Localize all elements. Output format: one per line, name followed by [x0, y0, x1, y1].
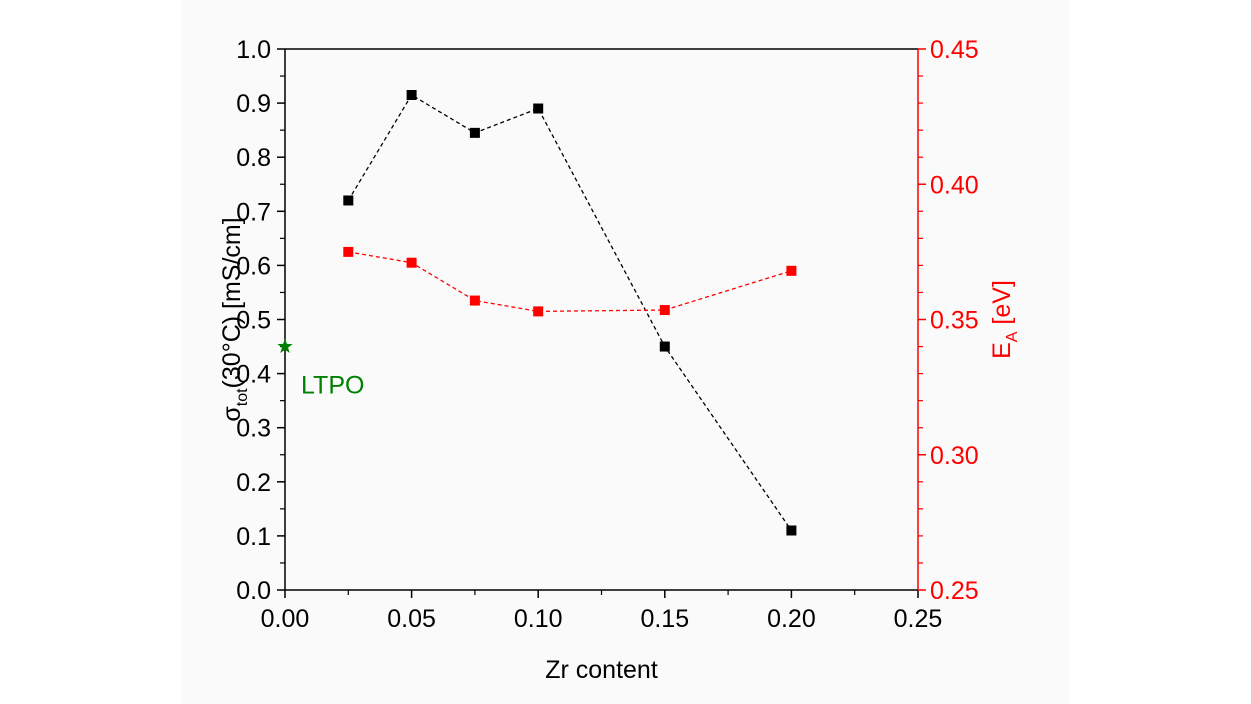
y-right-axis-title: EA [eV] [988, 280, 1021, 359]
x-tick-label: 0.05 [387, 605, 436, 633]
series-1-point [659, 341, 670, 352]
series-1-point [343, 195, 354, 206]
series-2-point [406, 257, 417, 268]
y-left-tick-label: 0.8 [236, 144, 271, 172]
y-left-tick-label: 0.1 [236, 523, 271, 551]
x-tick-label: 0.25 [894, 605, 943, 633]
y-left-tick-label: 0.3 [236, 415, 271, 443]
y-left-tick-label: 0.2 [236, 469, 271, 497]
x-tick-label: 0.15 [640, 605, 689, 633]
y-left-axis-title: σtot(30°C) [mS/cm] [218, 217, 251, 421]
ltpo-star-marker [277, 338, 293, 353]
x-axis-title: Zr content [545, 656, 658, 684]
x-tick-label: 0.10 [514, 605, 563, 633]
y-left-tick-label: 0.5 [236, 307, 271, 335]
series-1-point [469, 127, 480, 138]
y-left-tick-label: 0.4 [236, 361, 271, 389]
y-right-tick-label: 0.40 [930, 171, 979, 199]
y-left-tick-label: 0.0 [236, 577, 271, 605]
series-2-point [533, 306, 544, 317]
y-left-tick-label: 0.7 [236, 198, 271, 226]
y-left-tick-label: 1.0 [236, 36, 271, 64]
y-left-tick-label: 0.9 [236, 90, 271, 118]
y-right-tick-label: 0.30 [930, 442, 979, 470]
y-right-tick-label: 0.25 [930, 577, 979, 605]
ltpo-label: LTPO [301, 372, 364, 400]
series-2-line [348, 251, 792, 313]
series-2-point [659, 305, 670, 316]
x-tick-label: 0.00 [261, 605, 310, 633]
series-2-point [343, 246, 354, 257]
series-2-point [469, 295, 480, 306]
series-1-point [786, 525, 797, 536]
x-tick-label: 0.20 [767, 605, 816, 633]
series-1-point [533, 103, 544, 114]
series-1-point [406, 89, 417, 100]
y-left-tick-label: 0.6 [236, 252, 271, 280]
y-right-tick-label: 0.45 [930, 36, 979, 64]
y-right-tick-label: 0.35 [930, 307, 979, 335]
series-2-point [786, 265, 797, 276]
plot-panel [181, 0, 1070, 704]
series-1-line [347, 94, 792, 531]
